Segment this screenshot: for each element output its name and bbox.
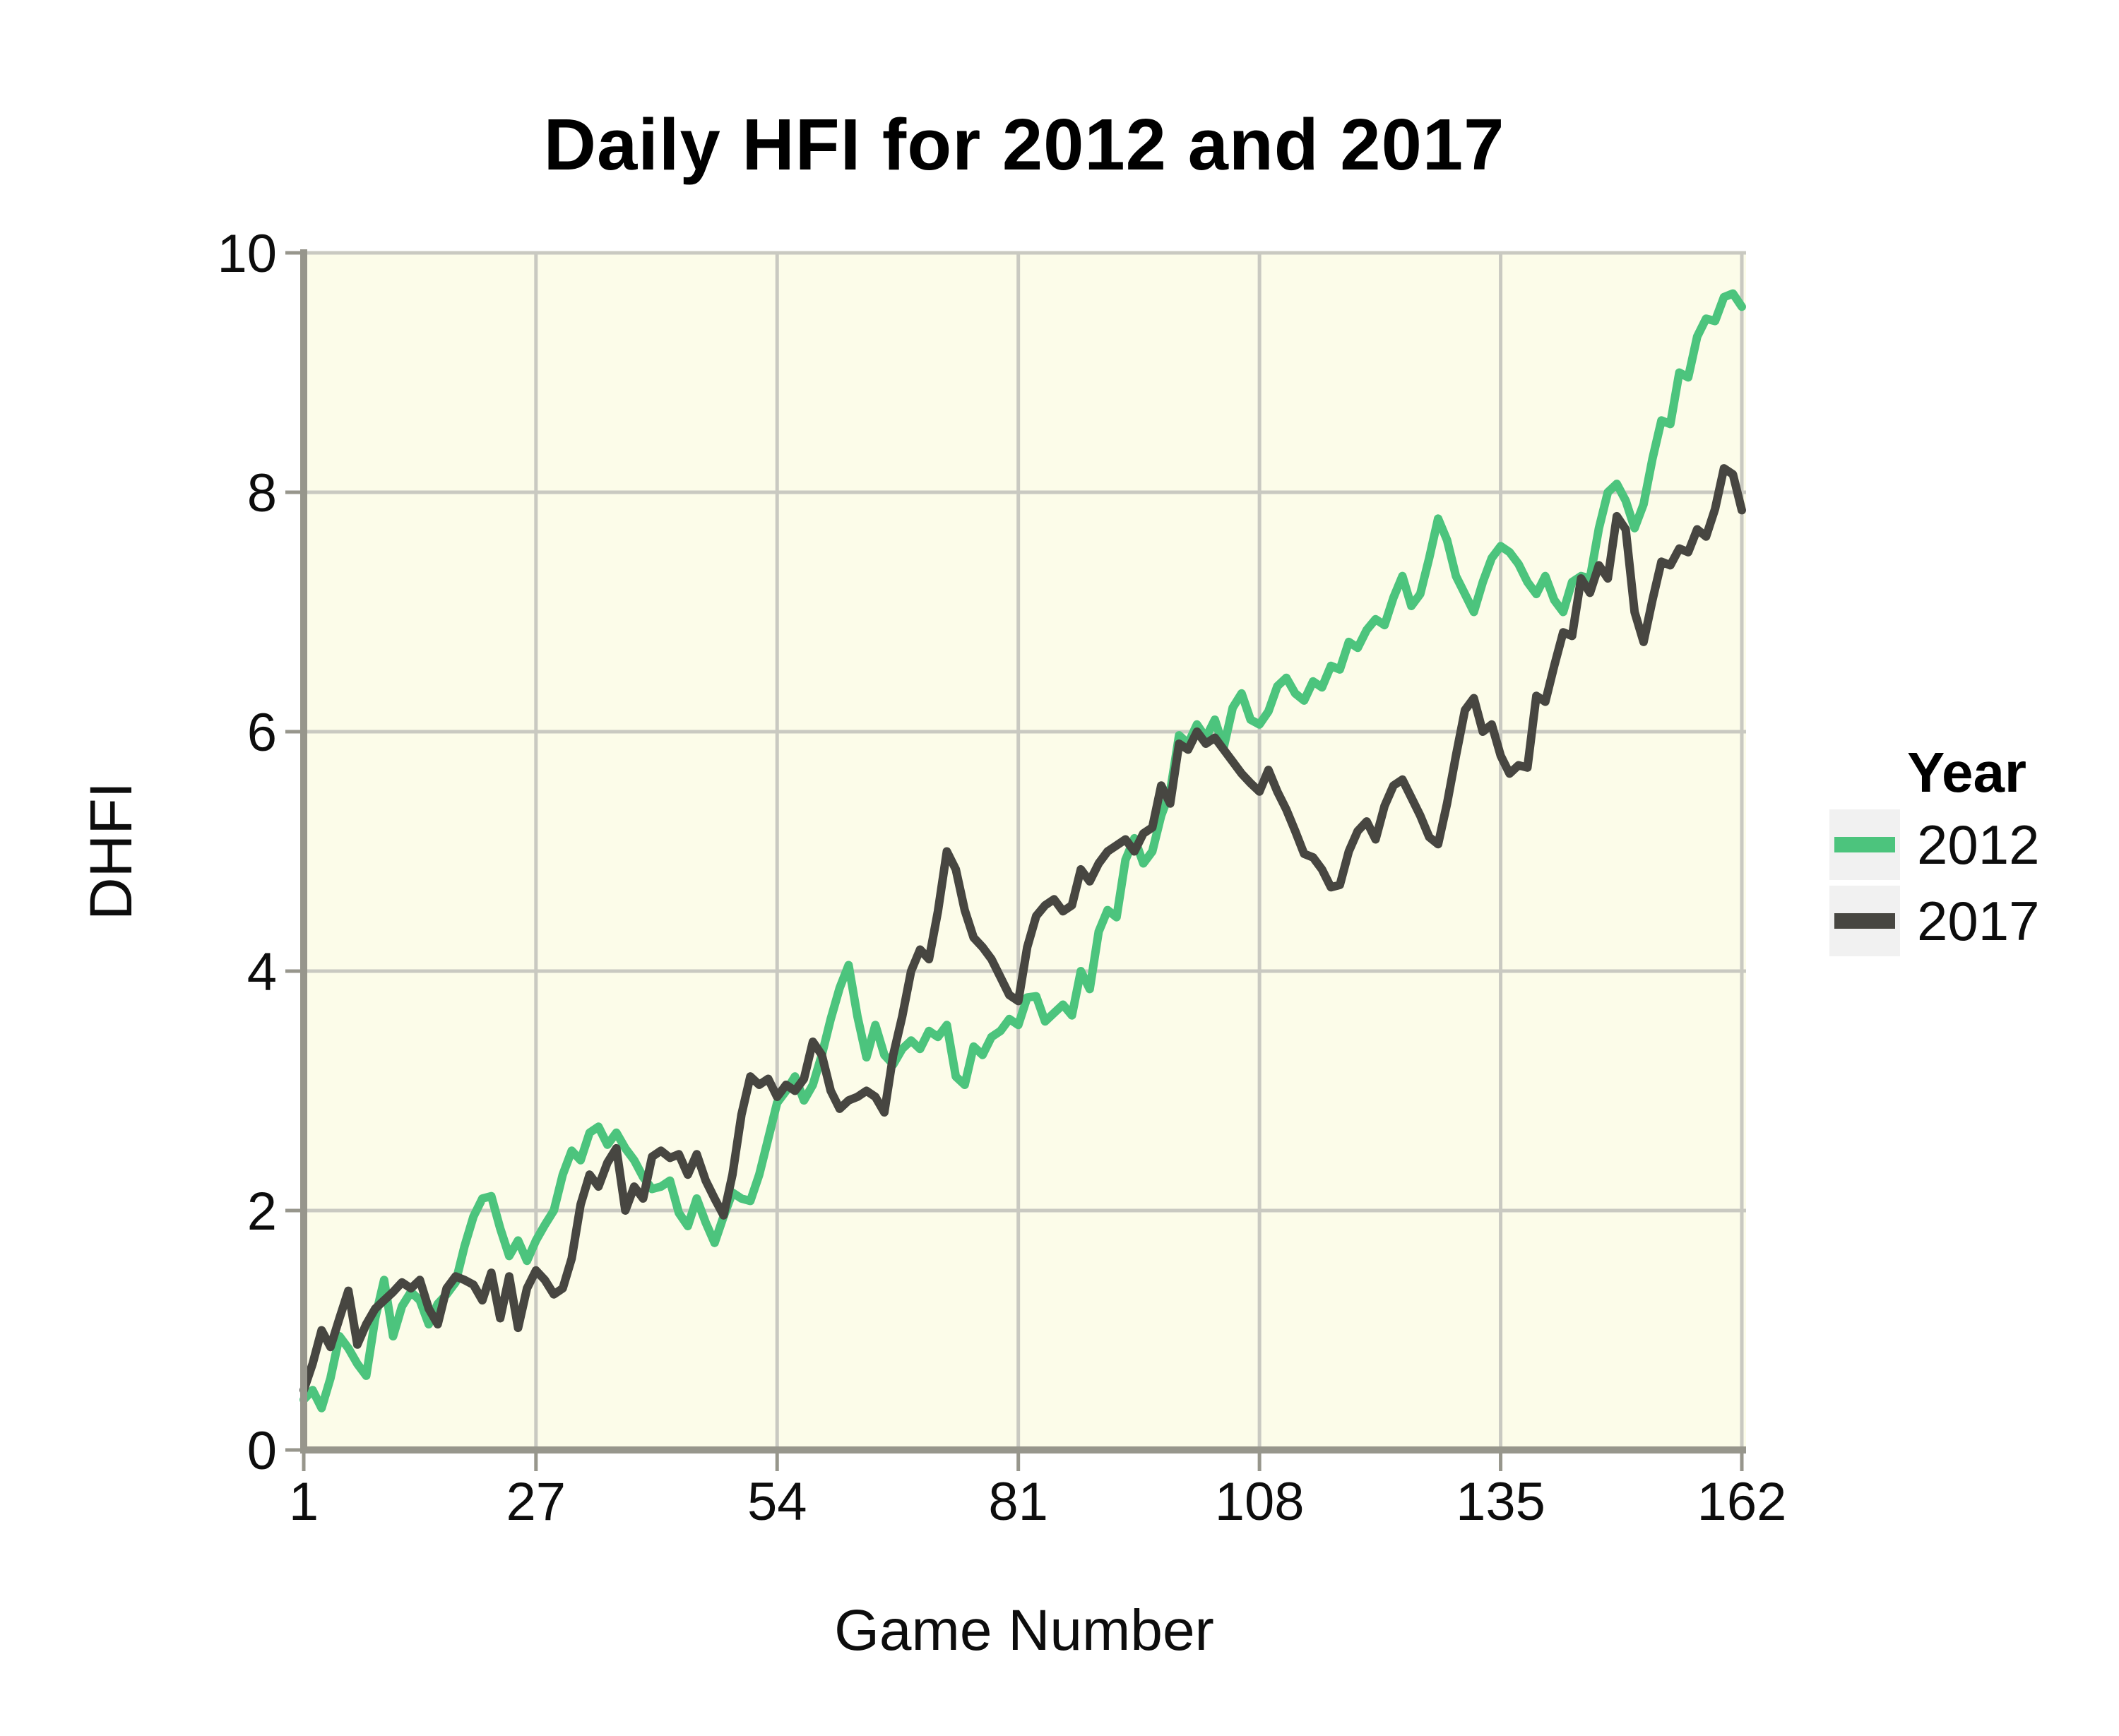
y-tick-label: 2 bbox=[247, 1182, 277, 1242]
legend-item-2012: 2012 bbox=[1829, 809, 2040, 880]
panel-background bbox=[304, 253, 1746, 1451]
chart-title: Daily HFI for 2012 and 2017 bbox=[543, 104, 1505, 185]
y-tick-label: 10 bbox=[217, 224, 277, 284]
y-axis-title: DHFI bbox=[78, 782, 144, 920]
x-tick-label: 108 bbox=[1215, 1472, 1305, 1532]
y-tick-label: 6 bbox=[247, 703, 277, 763]
legend-key-box bbox=[1829, 886, 1900, 956]
x-tick-label: 162 bbox=[1697, 1472, 1787, 1532]
y-tick-label: 4 bbox=[247, 942, 277, 1002]
legend-swatch-2017-icon bbox=[1834, 913, 1895, 929]
series-line-2012 bbox=[299, 289, 1746, 1413]
x-tick-label: 54 bbox=[747, 1472, 807, 1532]
legend-label-2012: 2012 bbox=[1917, 813, 2040, 876]
x-axis-title: Game Number bbox=[834, 1598, 1214, 1663]
x-tick-label: 135 bbox=[1456, 1472, 1545, 1532]
legend-item-2017: 2017 bbox=[1829, 886, 2040, 956]
legend-title: Year bbox=[1907, 741, 2027, 804]
legend-label-2017: 2017 bbox=[1917, 889, 2040, 952]
x-tick-label: 81 bbox=[988, 1472, 1048, 1532]
x-tick-label: 27 bbox=[506, 1472, 566, 1532]
legend-key-box bbox=[1829, 809, 1900, 880]
y-tick-label: 8 bbox=[247, 463, 277, 523]
series-line-2017 bbox=[299, 464, 1746, 1395]
legend-swatch-2012-icon bbox=[1834, 837, 1895, 852]
y-tick-label: 0 bbox=[247, 1421, 277, 1481]
x-tick-label: 1 bbox=[289, 1472, 319, 1532]
